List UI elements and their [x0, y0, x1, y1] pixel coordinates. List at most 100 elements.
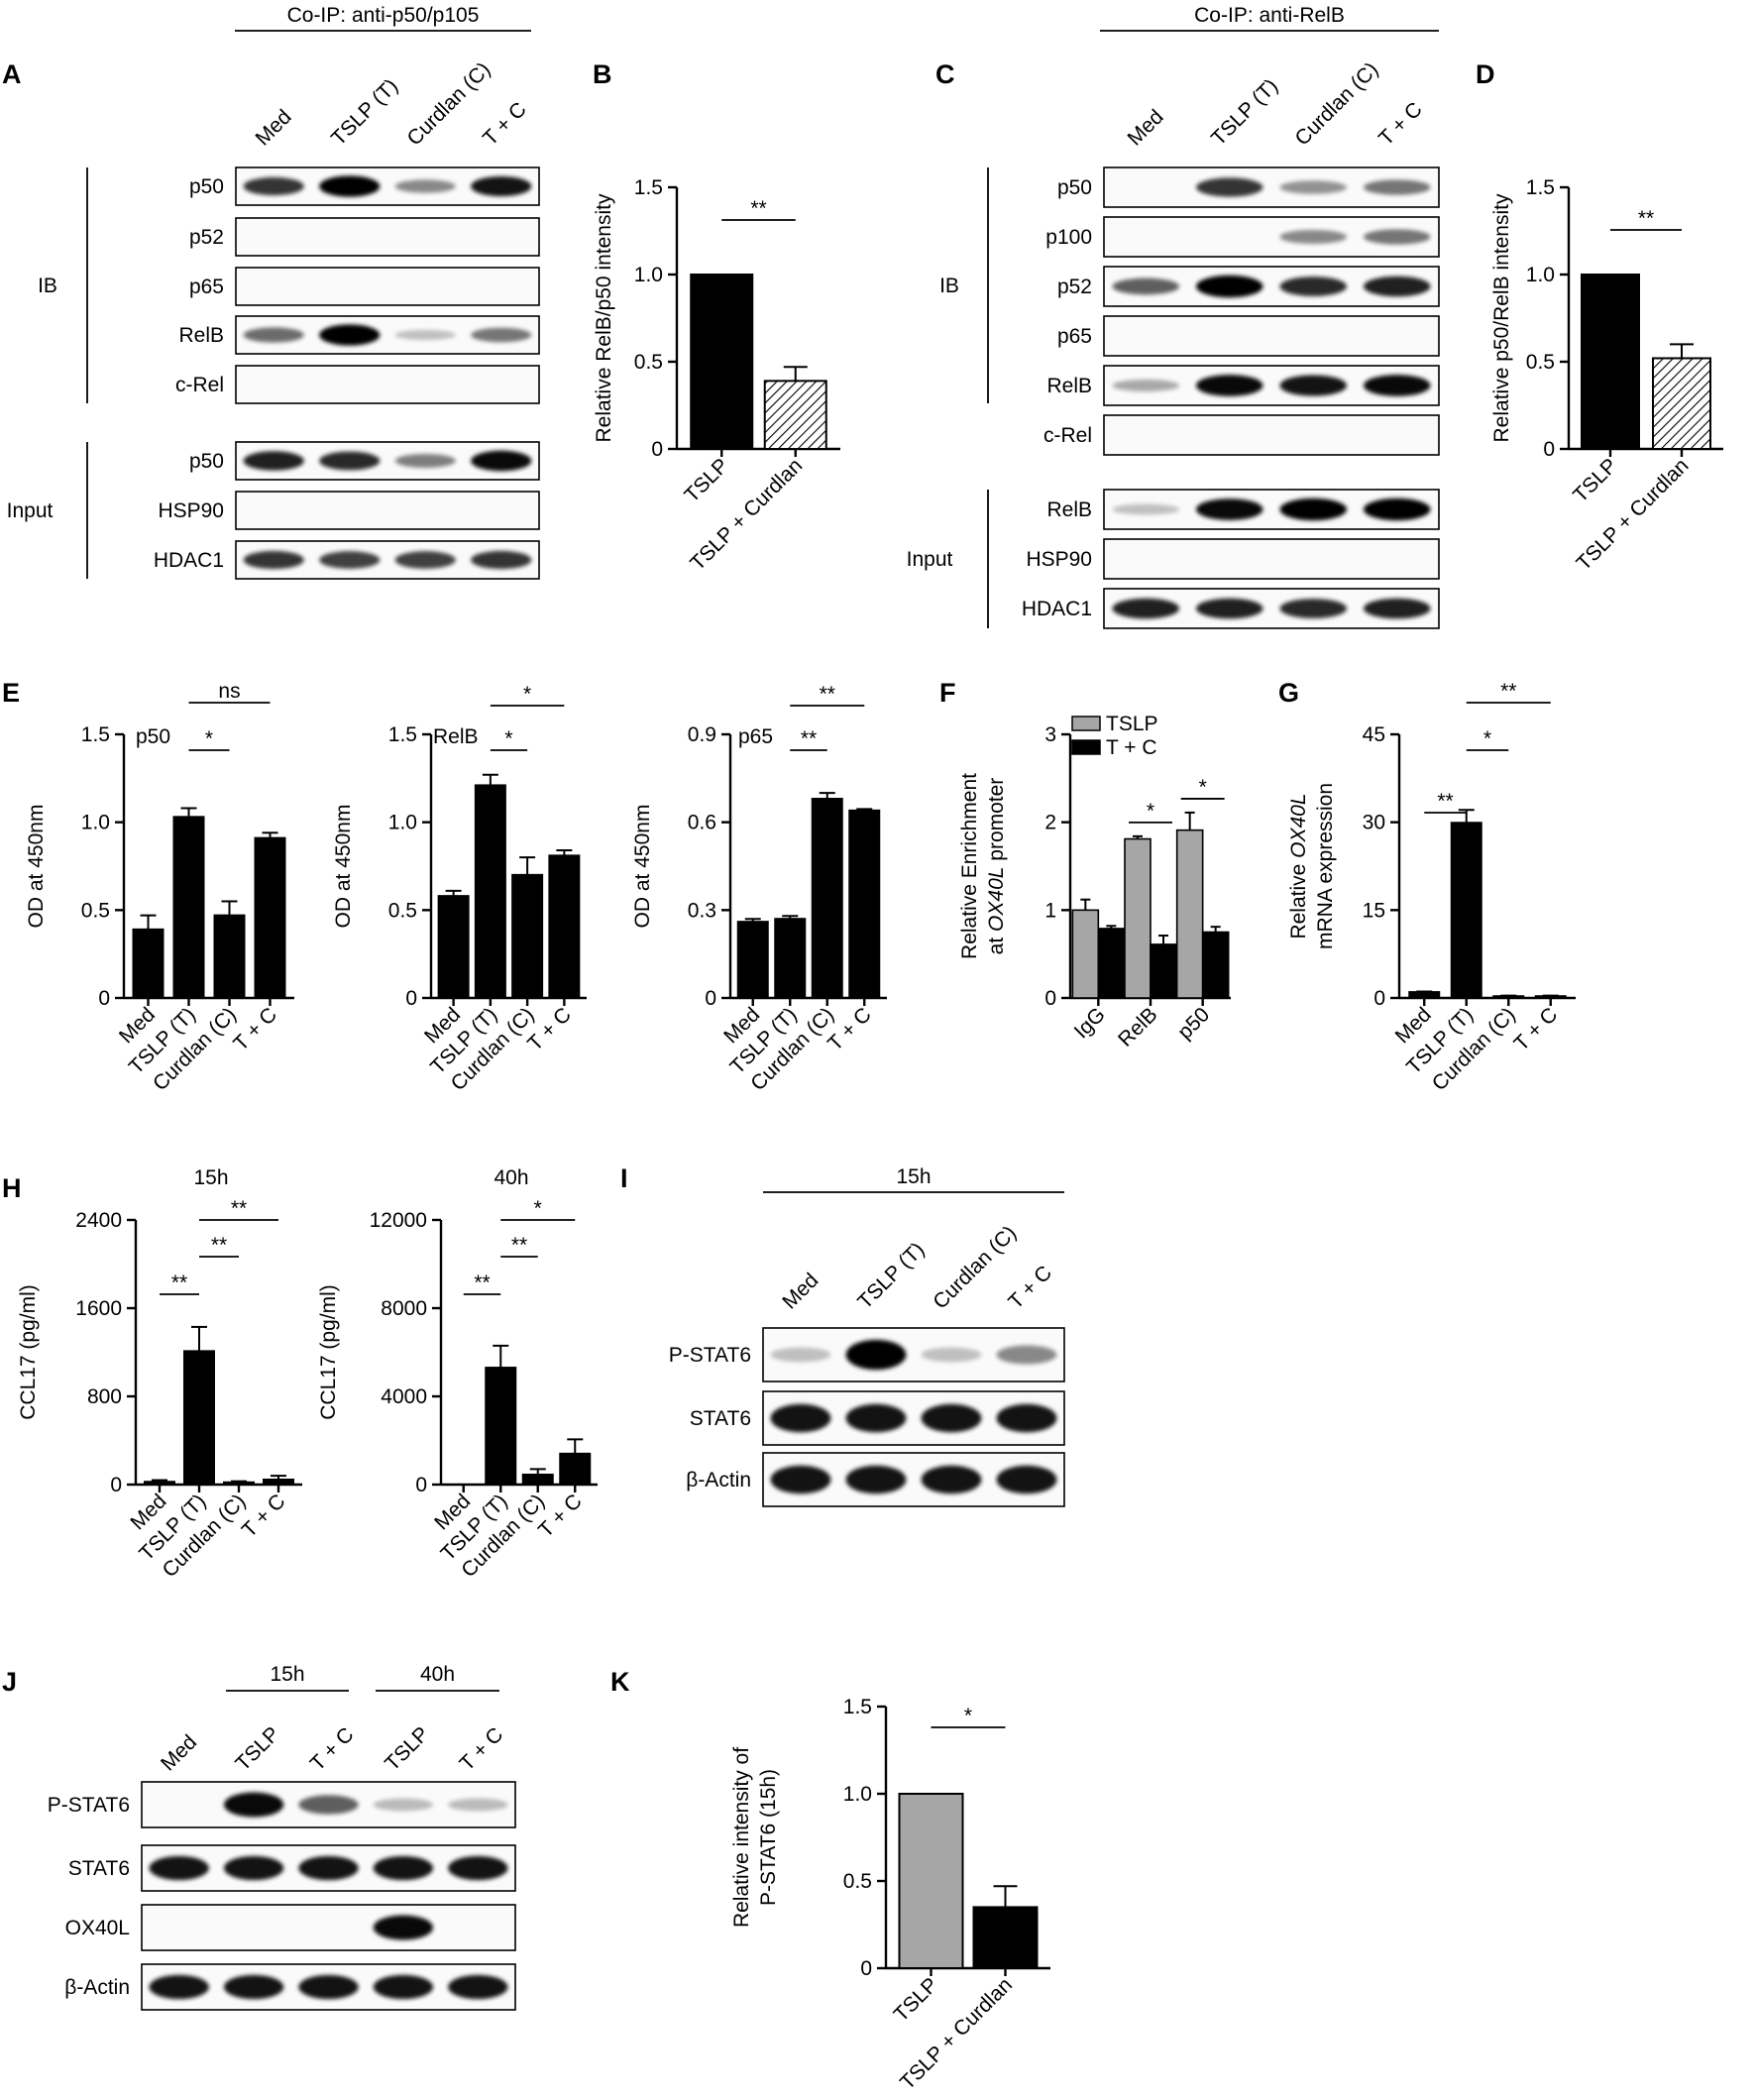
y-axis-label: OD at 450nm [25, 805, 48, 929]
significance-label: ** [750, 197, 766, 220]
blot-row [141, 1904, 516, 1951]
blot-band [1112, 379, 1180, 392]
lane-label: T + C [1374, 98, 1427, 151]
y-tick-label: 1.5 [81, 723, 110, 746]
blot-band [1112, 598, 1180, 619]
bar [811, 798, 843, 999]
lane-label: Med [778, 1269, 823, 1313]
significance-label: * [964, 1705, 972, 1727]
blot-row-label: P-STAT6 [669, 1344, 751, 1367]
panel-letter-g: G [1278, 678, 1299, 708]
blot-band [471, 450, 532, 472]
x-tick-label: IgG [1070, 1003, 1110, 1043]
bar [1450, 822, 1482, 999]
chart-title: p50 [136, 725, 170, 748]
y-tick-label: 4000 [381, 1385, 427, 1408]
y-tick-label: 2 [1044, 812, 1056, 834]
blot-band [1363, 179, 1431, 195]
bar [972, 1906, 1039, 1970]
blot-band [1195, 275, 1263, 298]
y-tick-label: 3 [1044, 723, 1056, 746]
blot-band [1112, 503, 1180, 515]
y-axis-label: Relative OX40L [1287, 793, 1310, 939]
bar [132, 928, 165, 1000]
blot-row-label: p50 [1057, 176, 1092, 199]
x-tick-label: TSLP [890, 1973, 942, 2026]
blot-row-label: HSP90 [1026, 548, 1092, 571]
blot-row-label: p50 [189, 450, 224, 473]
y-tick-label: 30 [1363, 812, 1385, 834]
blot-band [223, 1855, 284, 1881]
y-tick-label: 1.0 [843, 1783, 872, 1806]
bar [736, 921, 769, 1000]
panel-letter-i: I [620, 1163, 628, 1193]
bar [172, 816, 205, 1000]
y-tick-label: 0.9 [688, 723, 716, 746]
y-axis-label: CCL17 (pg/ml) [317, 1284, 340, 1420]
x-tick-label: T + C [1510, 1003, 1563, 1055]
y-tick-label: 0.5 [388, 899, 417, 922]
blot-header: Co-IP: anti-RelB [1194, 4, 1345, 27]
significance-label: ** [474, 1271, 490, 1294]
y-tick-label: 0 [1543, 438, 1555, 461]
x-tick-label: TSLP [1569, 454, 1621, 506]
y-tick-label: 1.5 [1526, 176, 1555, 199]
significance-label: * [504, 727, 512, 750]
legend-label: TSLP [1106, 713, 1158, 735]
y-tick-label: 0.5 [81, 899, 110, 922]
y-tick-label: 0 [110, 1474, 122, 1496]
significance-label: * [1483, 727, 1491, 750]
lane-label: T + C [306, 1723, 359, 1776]
legend-swatch [1071, 716, 1101, 731]
blot-row-label: HSP90 [158, 499, 224, 522]
blot-band [1195, 598, 1263, 619]
y-tick-label: 1.0 [388, 812, 417, 834]
blot-band [448, 1798, 508, 1812]
blot-row [235, 217, 540, 257]
blot-row [1103, 315, 1440, 357]
blot-band [921, 1465, 982, 1494]
significance-label: ns [218, 680, 240, 703]
blot-row-label: p100 [1045, 226, 1092, 249]
bar [1534, 995, 1567, 1000]
blot-band [1363, 229, 1431, 245]
blot-row-label: STAT6 [68, 1857, 130, 1880]
legend-swatch [1071, 739, 1101, 755]
significance-label: ** [801, 727, 817, 750]
panel-letter-k: K [610, 1667, 630, 1697]
panel-letter-j: J [2, 1667, 17, 1697]
y-tick-label: 0 [405, 987, 417, 1010]
significance-label: ** [1500, 680, 1516, 703]
bar [898, 1793, 964, 1969]
blot-band [243, 451, 304, 471]
blot-band [1279, 276, 1348, 296]
blot-band [448, 1974, 508, 2000]
blot-band [373, 1915, 434, 1940]
blot-band [1363, 276, 1431, 297]
blot-band [223, 1792, 284, 1818]
blot-band [1195, 375, 1263, 396]
significance-label: ** [171, 1271, 187, 1294]
y-axis-label: OD at 450nm [631, 805, 654, 929]
lane-label: TSLP (T) [1207, 74, 1282, 150]
bar [1408, 991, 1441, 999]
significance-label: * [1147, 800, 1154, 823]
y-axis-label-part: at [985, 932, 1008, 954]
time-header: 40h [420, 1663, 455, 1686]
lane-label: Med [252, 105, 296, 150]
blot-band [770, 1465, 831, 1494]
y-tick-label: 12000 [370, 1209, 427, 1232]
blot-row [235, 267, 540, 306]
lane-label: T + C [1004, 1262, 1056, 1314]
panel-letter-e: E [2, 678, 20, 708]
blot-header: Co-IP: anti-p50/p105 [287, 4, 480, 27]
chart-f: 0 1 2 3 Relative Enrichment IgG RelB p50 * * TSLPT… [958, 713, 1231, 1051]
bar [521, 1473, 554, 1487]
blot-row-label: c-Rel [1043, 424, 1092, 447]
bar [559, 1452, 592, 1486]
y-axis-label-line2: at OX40L promoter [985, 778, 1008, 955]
blot-band [373, 1855, 434, 1881]
